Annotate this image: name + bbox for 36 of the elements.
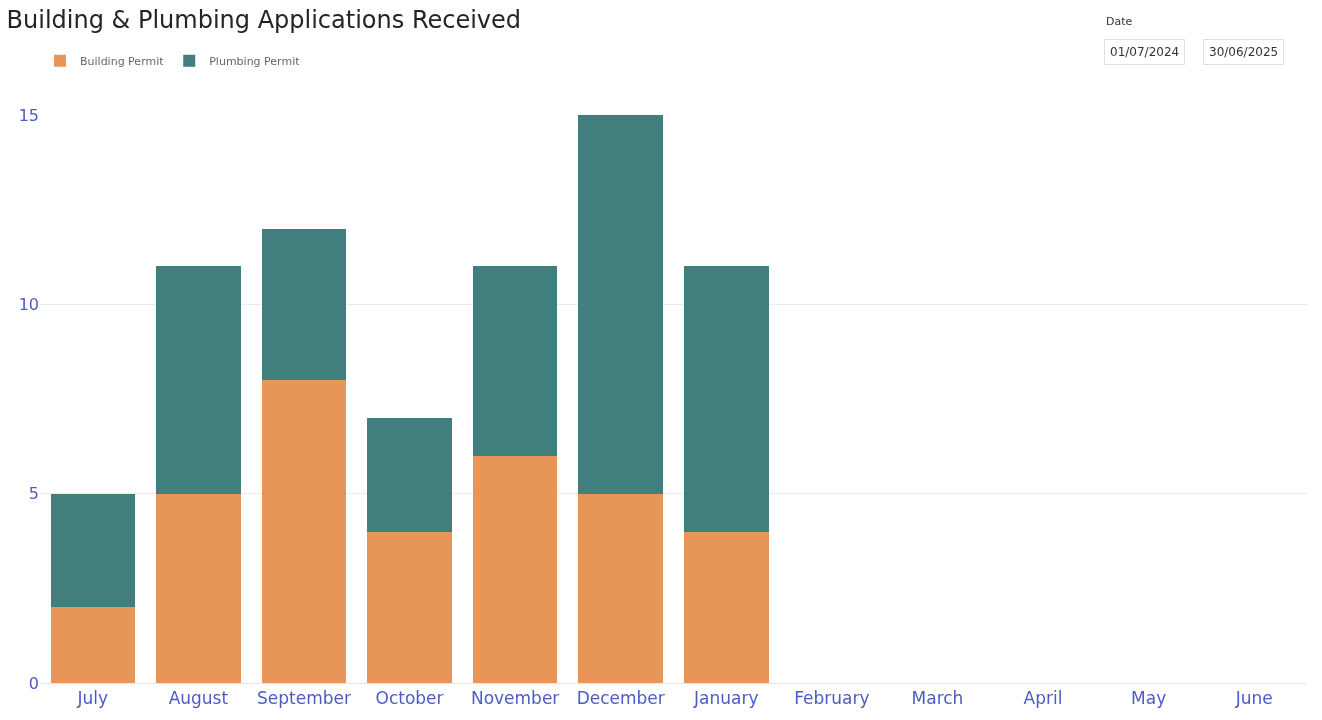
x-tick-label: November [470, 688, 560, 709]
x-tick-label: January [693, 688, 759, 709]
text: 01/07/2024 [1110, 45, 1180, 59]
x-tick-label: December [576, 688, 665, 709]
text: 30/06/2025 [1209, 45, 1279, 59]
x-tick-label: June [1234, 688, 1273, 709]
bar [472, 455, 558, 683]
x-tick-label: April [1023, 688, 1063, 709]
bar [472, 266, 558, 456]
bar [50, 493, 136, 608]
x-tick-label: October [375, 688, 444, 709]
text: Date [1106, 15, 1133, 28]
x-tick-label: September [256, 688, 351, 709]
x-tick-label: March [911, 688, 964, 709]
bar [156, 493, 241, 683]
x-tick-label: August [168, 688, 229, 709]
x-tick-label: February [794, 688, 870, 709]
bar [156, 266, 241, 494]
bar [261, 228, 347, 381]
bar [684, 531, 769, 683]
bar [261, 380, 347, 683]
bar [578, 493, 663, 683]
x-tick-label: July [76, 688, 109, 709]
bar [367, 417, 452, 532]
y-tick-label: 0 [28, 673, 39, 693]
x-tick-label: May [1131, 688, 1167, 709]
chart-title: Building & Plumbing Applications Received [6, 5, 522, 34]
y-tick-label: 10 [18, 294, 39, 314]
bar [367, 531, 452, 683]
legend-label: Plumbing Permit [209, 55, 301, 69]
bar [684, 266, 769, 532]
bar [578, 115, 663, 494]
legend-label: Building Permit [80, 55, 165, 69]
y-tick-label: 5 [28, 484, 39, 504]
bar [50, 607, 136, 683]
y-tick-label: 15 [18, 105, 39, 125]
